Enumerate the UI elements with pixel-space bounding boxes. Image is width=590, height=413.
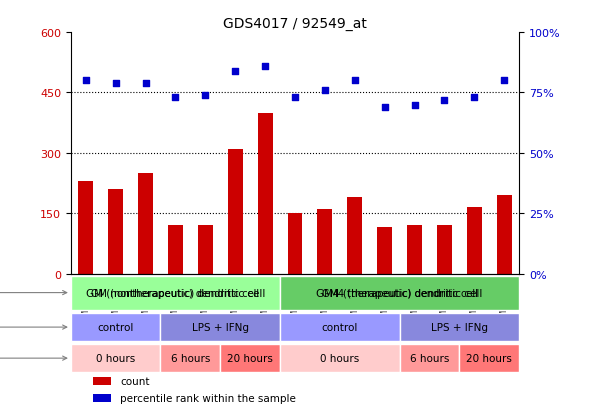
Text: 0 hours: 0 hours [96, 353, 135, 363]
FancyBboxPatch shape [280, 344, 399, 372]
Point [81, 78, 90, 85]
FancyBboxPatch shape [460, 344, 519, 372]
Point [320, 88, 330, 94]
Text: count: count [120, 376, 150, 386]
FancyBboxPatch shape [71, 276, 280, 310]
FancyBboxPatch shape [160, 313, 280, 341]
FancyBboxPatch shape [280, 276, 519, 310]
Text: 6 hours: 6 hours [410, 353, 449, 363]
FancyBboxPatch shape [399, 313, 519, 341]
FancyBboxPatch shape [220, 344, 280, 372]
Bar [138, 173, 153, 274]
Bar [377, 228, 392, 274]
Bar [108, 190, 123, 274]
Point [141, 80, 150, 87]
FancyBboxPatch shape [280, 276, 519, 310]
Text: control: control [97, 322, 134, 332]
Bar [228, 150, 242, 274]
Text: 6 hours: 6 hours [171, 353, 210, 363]
Point [260, 64, 270, 70]
Bar [287, 214, 303, 274]
Text: 20 hours: 20 hours [227, 353, 273, 363]
Text: GM4 (therapeutic) dendritic cell: GM4 (therapeutic) dendritic cell [322, 288, 477, 298]
Bar [407, 226, 422, 274]
Text: cell type: cell type [0, 288, 67, 298]
Bar [317, 210, 332, 274]
FancyBboxPatch shape [71, 344, 160, 372]
FancyBboxPatch shape [160, 344, 220, 372]
Bar [437, 226, 452, 274]
Title: GDS4017 / 92549_at: GDS4017 / 92549_at [223, 17, 367, 31]
Bar [497, 196, 512, 274]
Bar [258, 113, 273, 274]
Bar [78, 182, 93, 274]
Text: control: control [322, 322, 358, 332]
Point [410, 102, 419, 109]
Text: GM4 (therapeutic) dendritic cell: GM4 (therapeutic) dendritic cell [316, 288, 483, 298]
Point [500, 78, 509, 85]
Bar [93, 377, 111, 385]
Point [290, 95, 300, 102]
Point [201, 93, 210, 99]
Text: agent: agent [0, 322, 67, 332]
Text: 20 hours: 20 hours [466, 353, 512, 363]
Text: LPS + IFNg: LPS + IFNg [192, 322, 249, 332]
FancyBboxPatch shape [71, 276, 280, 310]
FancyBboxPatch shape [280, 313, 399, 341]
Bar [93, 394, 111, 402]
Text: LPS + IFNg: LPS + IFNg [431, 322, 488, 332]
Bar [348, 198, 362, 274]
Text: 0 hours: 0 hours [320, 353, 359, 363]
FancyBboxPatch shape [71, 313, 160, 341]
Point [380, 104, 389, 111]
Point [231, 68, 240, 75]
Text: time: time [0, 353, 67, 363]
Point [350, 78, 359, 85]
Bar [168, 226, 183, 274]
Text: percentile rank within the sample: percentile rank within the sample [120, 393, 296, 403]
Text: GM (nontherapeutic) dendritic cell: GM (nontherapeutic) dendritic cell [86, 288, 265, 298]
Point [440, 97, 449, 104]
Point [111, 80, 120, 87]
Point [470, 95, 479, 102]
FancyBboxPatch shape [399, 344, 460, 372]
Text: GM (nontherapeutic) dendritic cell: GM (nontherapeutic) dendritic cell [91, 288, 260, 298]
Bar [198, 226, 213, 274]
Point [171, 95, 180, 102]
Bar [467, 208, 482, 274]
